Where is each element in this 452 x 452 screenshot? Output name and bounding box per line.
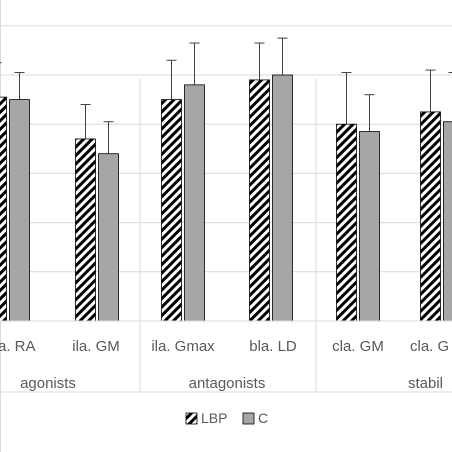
group-label-2: stabil (408, 375, 443, 392)
bar-lbp-3 (249, 79, 270, 322)
group-label-0: agonists (20, 375, 76, 392)
tick-label-1: ila. GM (72, 338, 120, 355)
tick-label-5: cla. G (410, 338, 449, 355)
bars-layer (0, 74, 452, 322)
bar-lbp-4 (336, 123, 357, 322)
group-label-1: antagonists (189, 375, 266, 392)
bar-lbp-1 (75, 138, 96, 322)
category-axis: a. RA ila. GM ila. Gmax bla. LD cla. GM cla. … (0, 78, 452, 393)
legend: LBP C (185, 410, 268, 426)
legend-swatch-c (242, 412, 255, 425)
bar-lbp-5 (420, 111, 441, 322)
bar-c-4 (359, 131, 380, 322)
tick-label-0: a. RA (0, 338, 36, 355)
bar-lbp-0 (0, 96, 7, 322)
tick-label-4: cla. GM (332, 338, 384, 355)
tick-label-3: bla. LD (249, 338, 297, 355)
bar-c-3 (272, 74, 293, 322)
gridlines (0, 25, 452, 273)
bar-c-2 (184, 84, 205, 322)
legend-swatch-lbp (185, 412, 198, 425)
bar-c-5 (443, 121, 452, 322)
bar-c-1 (98, 153, 119, 322)
legend-label-lbp: LBP (201, 410, 227, 426)
legend-label-c: C (258, 410, 268, 426)
bar-lbp-2 (161, 99, 182, 322)
error-bars-layer (0, 37, 452, 154)
bar-c-0 (9, 99, 30, 322)
tick-label-2: ila. Gmax (151, 338, 215, 355)
